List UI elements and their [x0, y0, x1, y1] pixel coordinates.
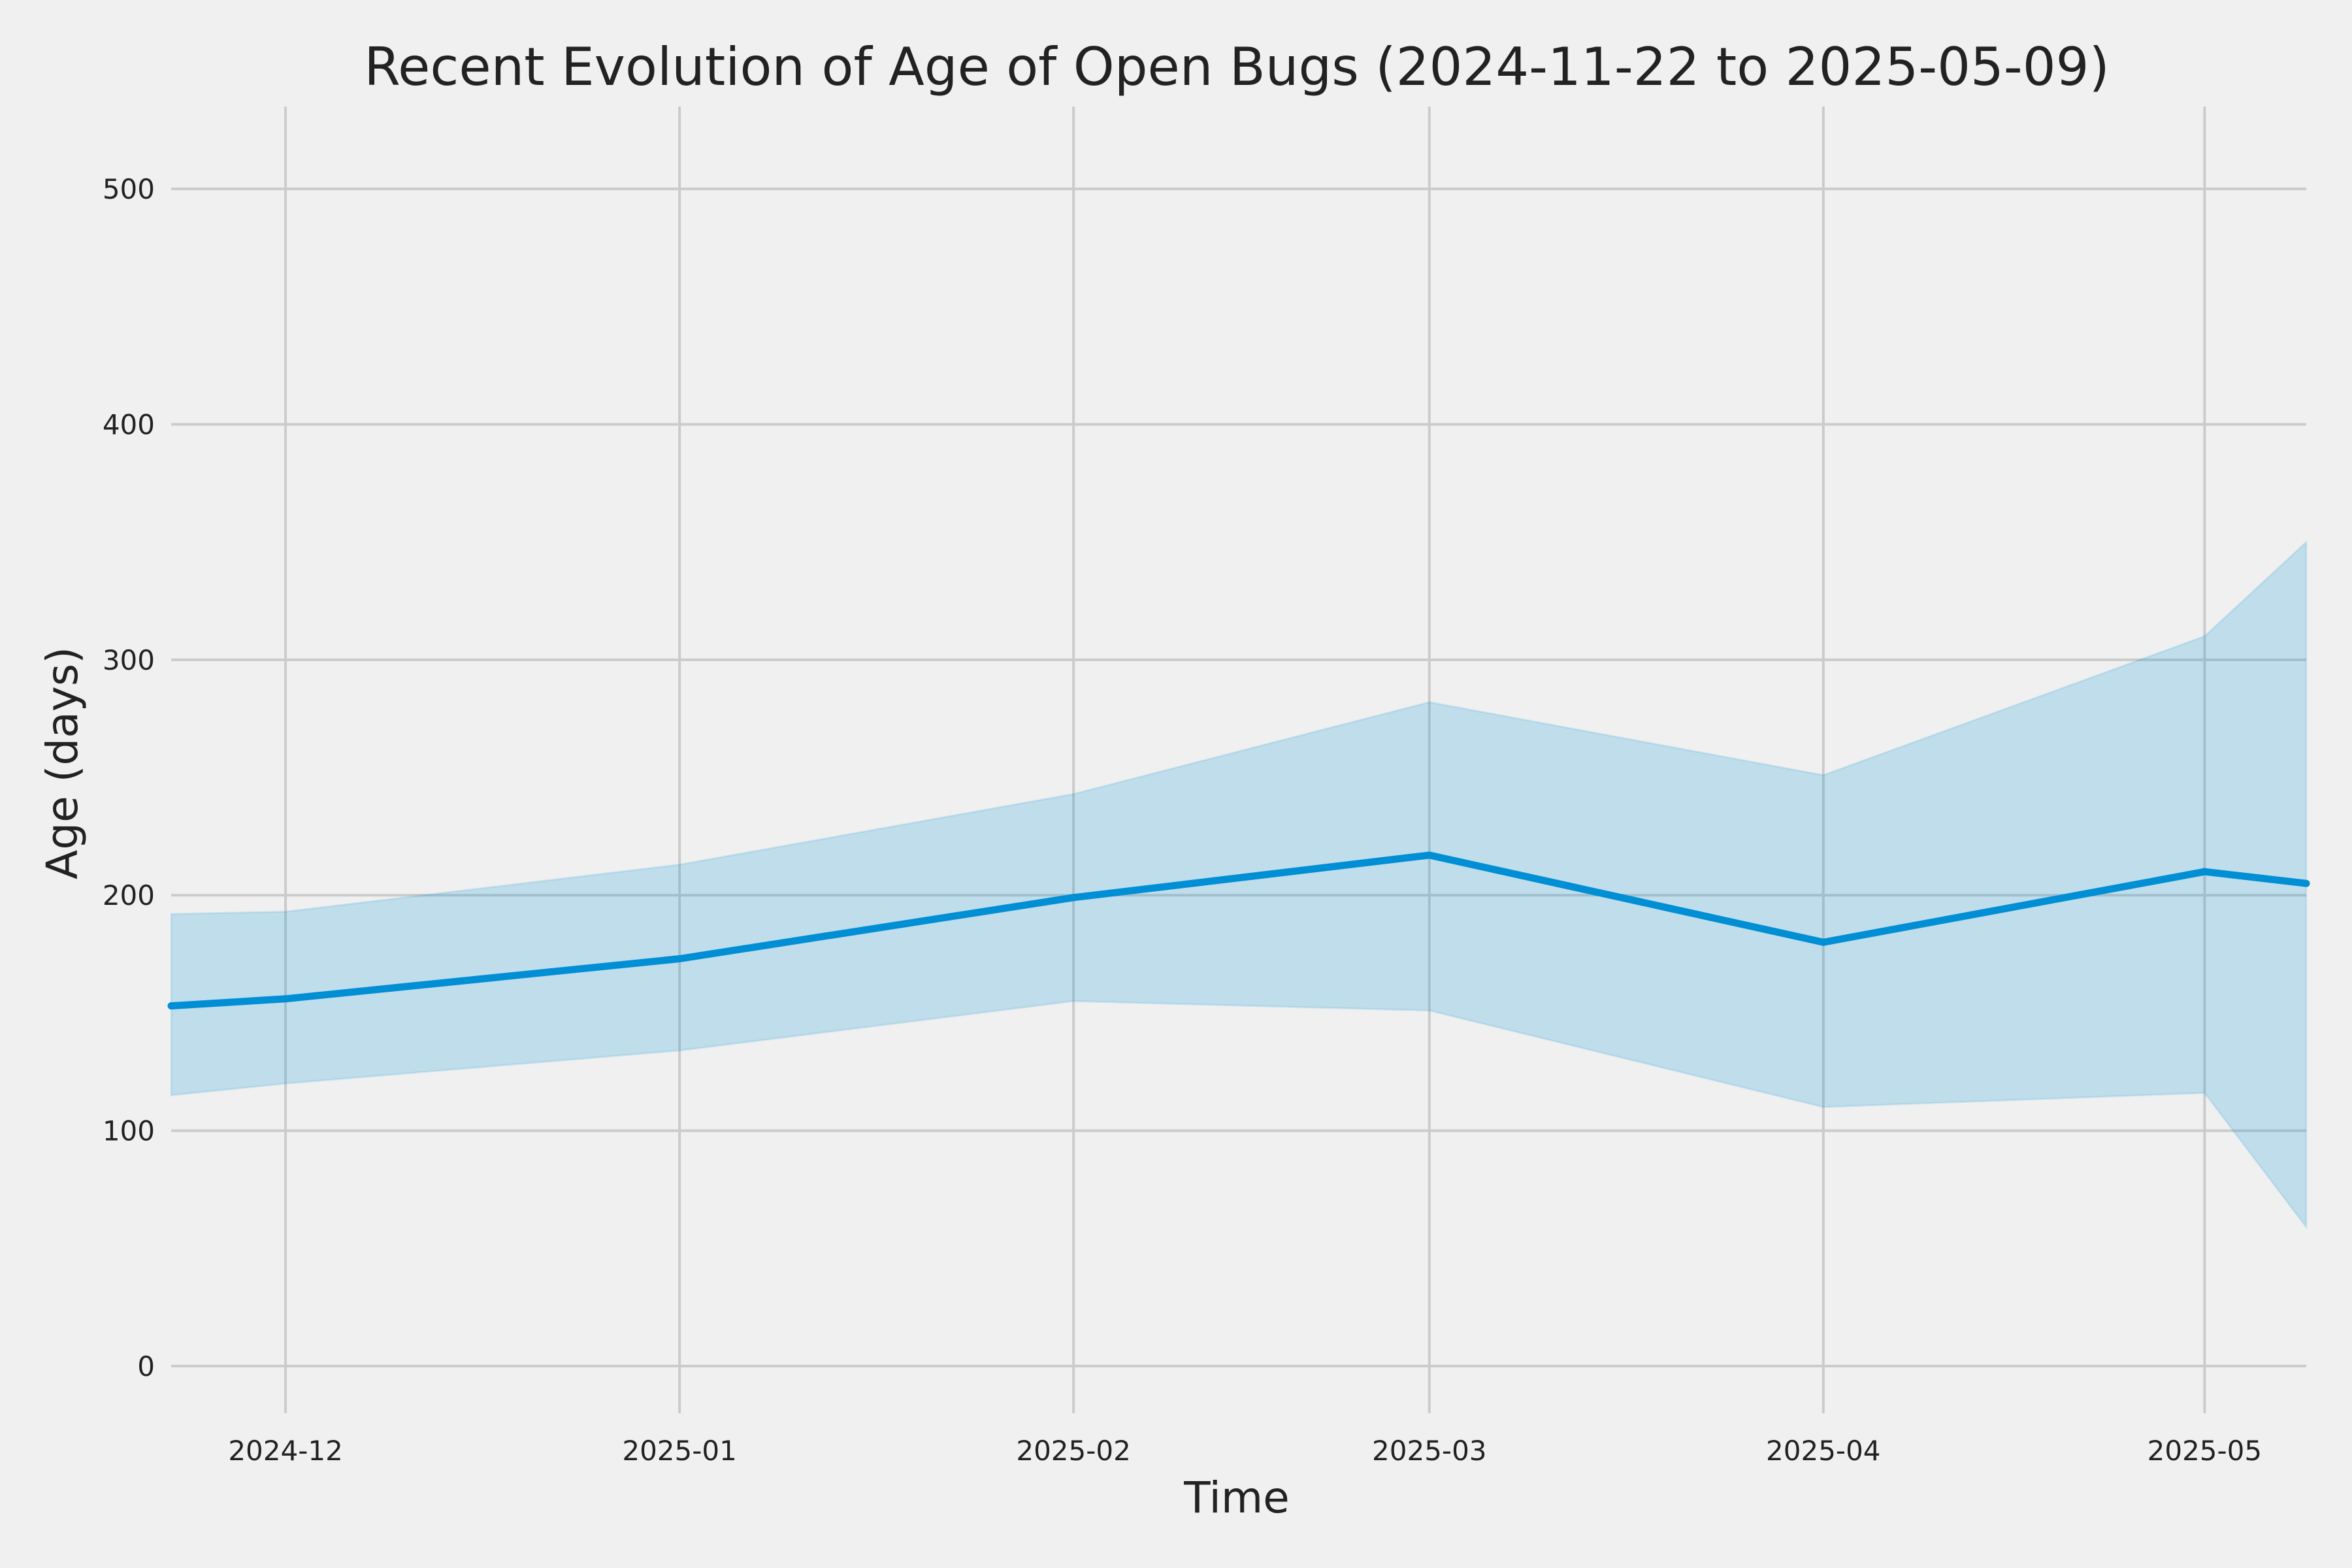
y-gridlines	[171, 188, 2306, 1367]
y-tick-labels: 0 100 200 300 400 500	[103, 173, 155, 1382]
x-gridlines	[284, 106, 2206, 1413]
y-tick-label: 0	[137, 1350, 155, 1382]
x-tick-label: 2024-12	[228, 1435, 343, 1467]
y-tick-label: 100	[103, 1115, 155, 1147]
chart-title: Recent Evolution of Age of Open Bugs (20…	[364, 37, 2110, 97]
data-point	[1426, 851, 1433, 859]
data-point	[1070, 894, 1077, 902]
x-tick-label: 2025-04	[1766, 1435, 1881, 1467]
data-point	[2302, 879, 2310, 887]
data-point	[167, 1002, 175, 1010]
data-point	[1820, 938, 1827, 946]
y-tick-label: 400	[103, 408, 155, 440]
data-point	[676, 955, 683, 963]
y-axis-label: Age (days)	[37, 647, 88, 879]
data-point	[282, 995, 289, 1003]
x-axis-label: Time	[1183, 1473, 1290, 1523]
x-tick-label: 2025-03	[1372, 1435, 1487, 1467]
data-points	[167, 851, 2310, 1010]
y-tick-label: 300	[103, 644, 155, 676]
mean-age-line	[171, 851, 2307, 1010]
confidence-band	[170, 540, 2308, 1230]
x-tick-labels: 2024-12 2025-01 2025-02 2025-03 2025-04 2025-…	[228, 1435, 2262, 1467]
x-tick-label: 2025-02	[1016, 1435, 1131, 1467]
x-tick-label: 2025-01	[622, 1435, 737, 1467]
y-tick-label: 500	[103, 173, 155, 205]
data-point	[2200, 868, 2208, 875]
y-tick-label: 200	[103, 879, 155, 911]
x-tick-label: 2025-05	[2148, 1435, 2262, 1467]
